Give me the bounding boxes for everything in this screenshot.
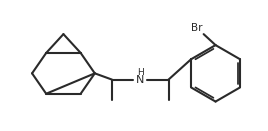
Text: N: N	[136, 75, 144, 85]
Text: H: H	[137, 68, 144, 77]
Text: Br: Br	[191, 23, 202, 33]
